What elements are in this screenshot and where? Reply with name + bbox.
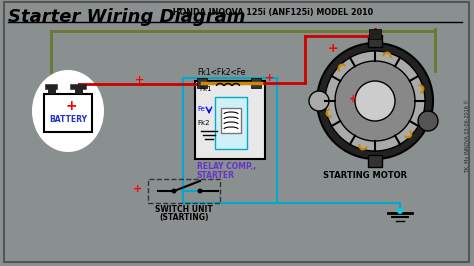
Text: (STARTING): (STARTING) [159,213,209,222]
Bar [369,29,381,39]
Bar [368,155,382,167]
Text: T.K. My INNOVA 03-06-2016 ©: T.K. My INNOVA 03-06-2016 © [465,99,470,173]
Text: +: + [136,75,145,85]
Text: SWITCH UNIT: SWITCH UNIT [155,205,213,214]
Text: Fe: Fe [197,106,205,112]
Text: STARTER: STARTER [197,171,235,180]
Bar [148,179,220,203]
Text: Fk1: Fk1 [199,86,211,92]
Circle shape [317,43,433,159]
Text: HONDA INOOVA 125i (ANF125i) MODEL 2010: HONDA INOOVA 125i (ANF125i) MODEL 2010 [170,8,373,17]
Circle shape [172,189,176,193]
Text: +: + [265,73,274,83]
Text: Fk2: Fk2 [197,120,210,126]
Circle shape [198,189,202,193]
Circle shape [418,111,438,131]
Bar [221,108,241,133]
Text: +: + [328,43,338,56]
Ellipse shape [32,70,104,152]
Circle shape [355,81,395,121]
Bar [75,87,82,94]
Text: +: + [349,94,357,104]
Circle shape [397,208,403,214]
Text: STARTING MOTOR: STARTING MOTOR [323,171,407,180]
Text: RELAY COMP.,: RELAY COMP., [197,162,256,171]
Circle shape [325,51,425,151]
Text: +: + [133,184,143,194]
Bar [197,78,207,88]
Bar [48,87,55,94]
Bar [195,81,265,159]
Circle shape [335,61,415,141]
Text: Starter Wiring Diagram: Starter Wiring Diagram [8,8,246,26]
Bar [44,94,92,132]
Bar [215,97,247,149]
Text: Fk1<Fk2<Fe: Fk1<Fk2<Fe [197,68,246,77]
Text: +: + [65,99,77,113]
Bar [251,78,261,88]
Bar [368,35,382,47]
Text: BATTERY: BATTERY [49,114,87,123]
Circle shape [309,91,329,111]
